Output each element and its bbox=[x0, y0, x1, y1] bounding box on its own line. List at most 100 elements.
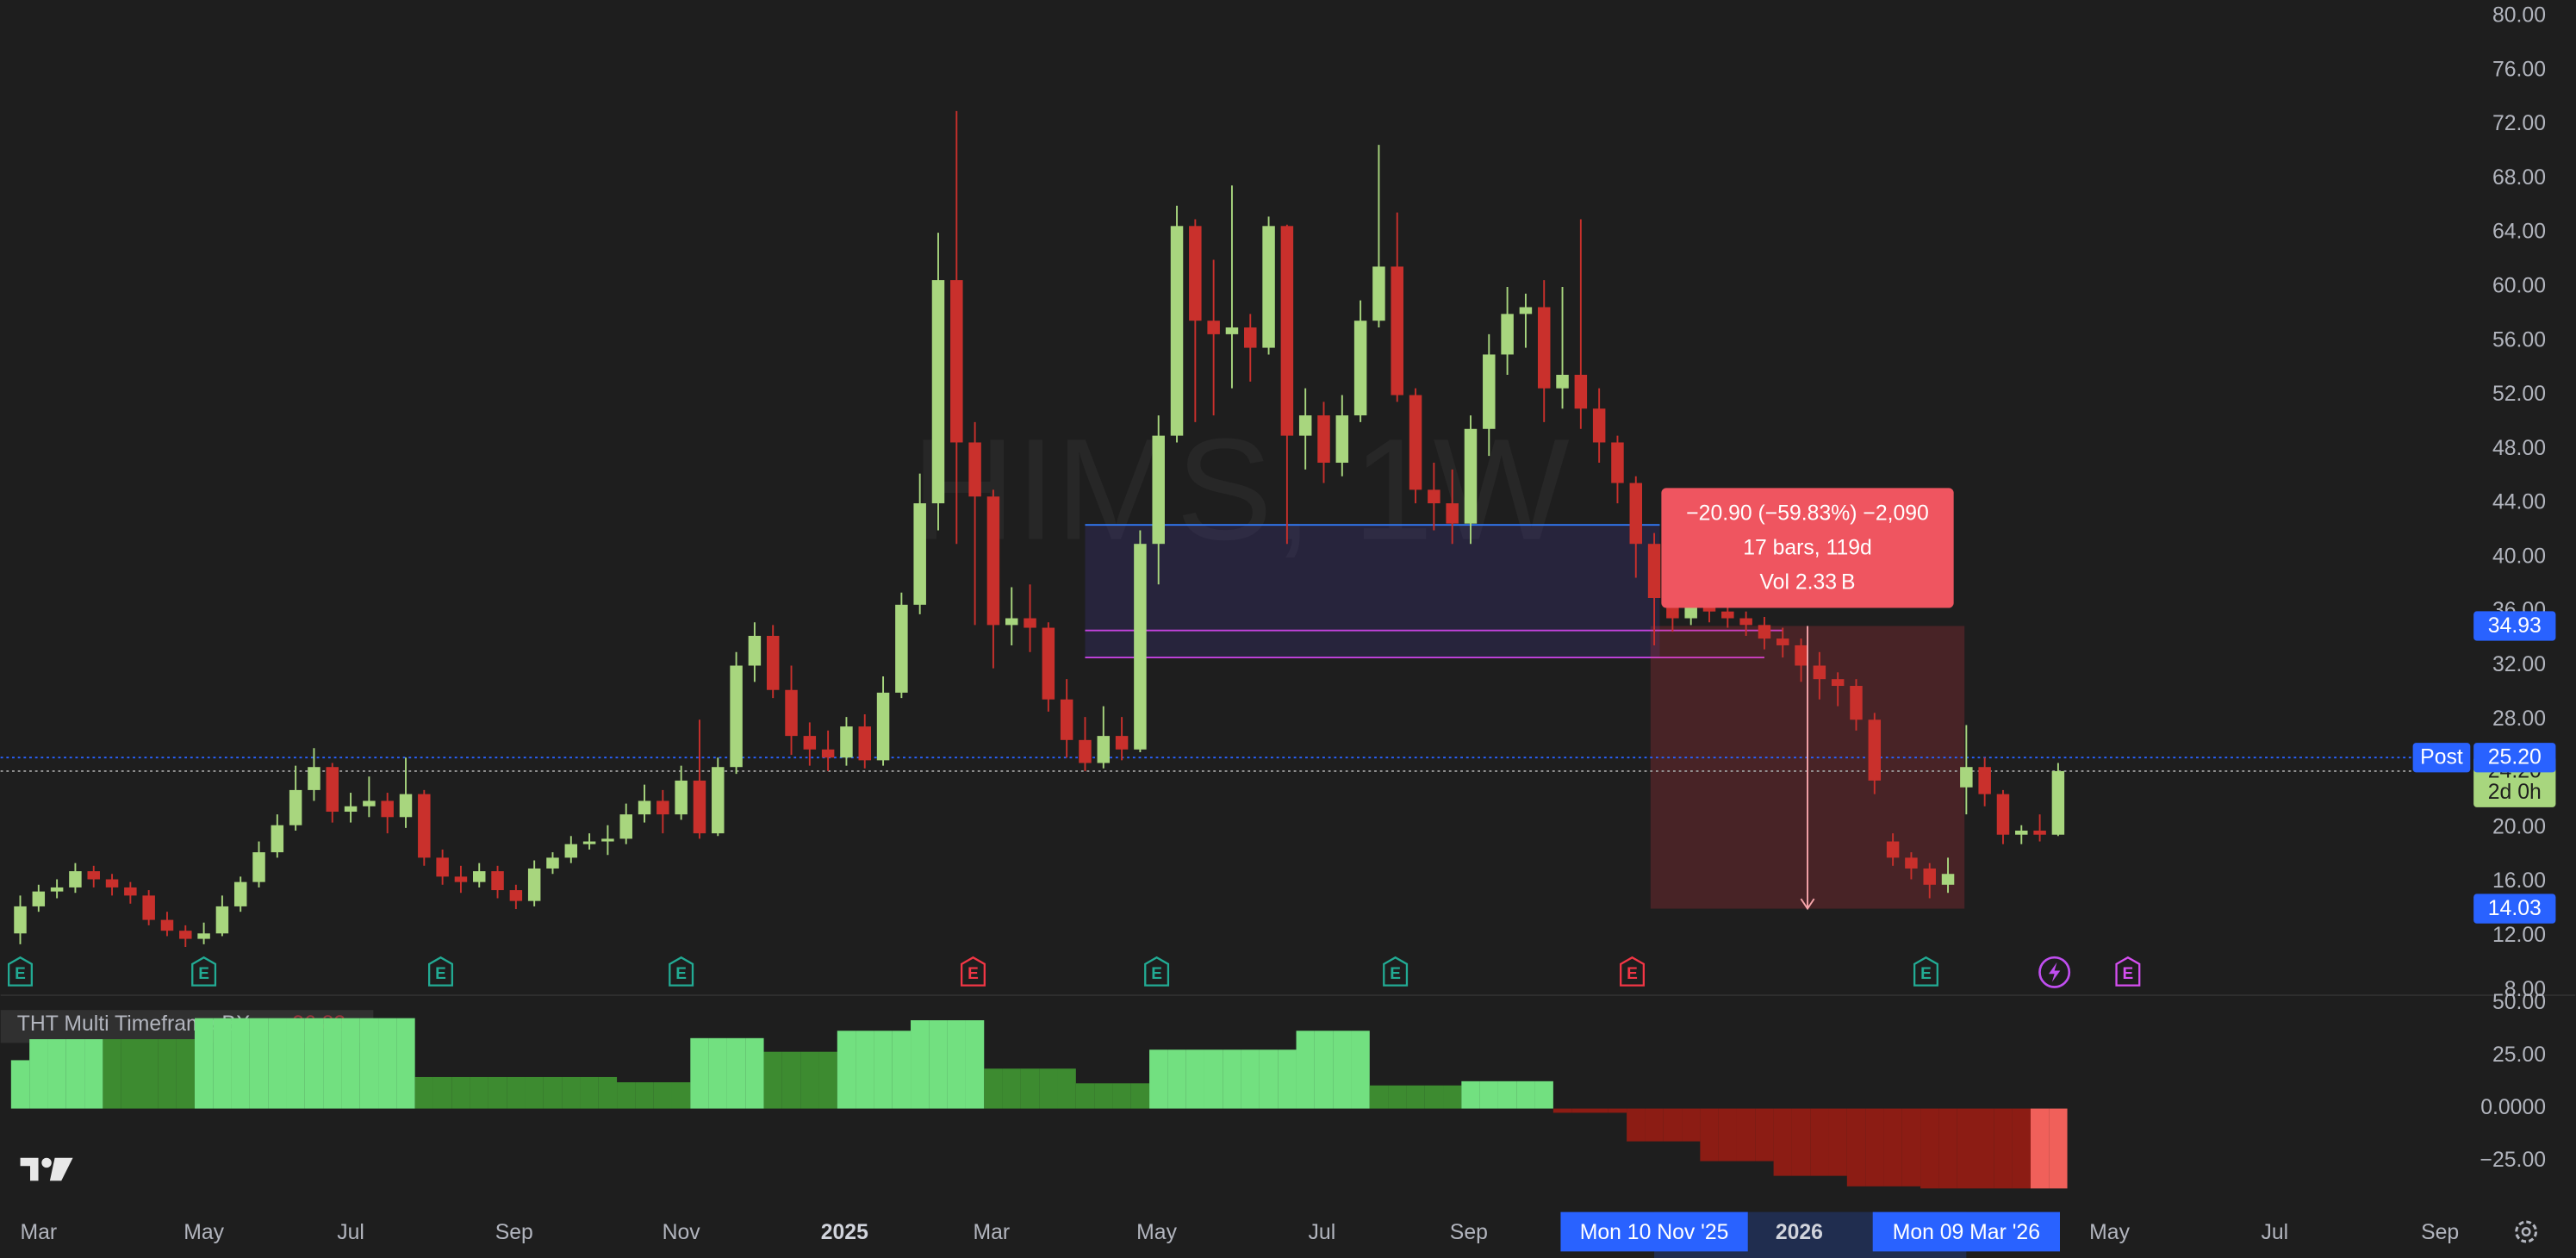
x-tick-label: May bbox=[1136, 1221, 1177, 1244]
candle-body bbox=[1519, 307, 1533, 314]
candle-body bbox=[1244, 327, 1257, 348]
candle-body bbox=[289, 789, 302, 825]
histogram-bar bbox=[231, 1018, 250, 1109]
drawn-rectangle bbox=[1085, 525, 1660, 658]
candle-body bbox=[509, 890, 523, 901]
measure-tooltip-text: Vol 2.33 B bbox=[1760, 570, 1856, 594]
gear-icon[interactable] bbox=[2515, 1220, 2538, 1243]
candle-body bbox=[1428, 489, 1440, 504]
histogram-bar bbox=[213, 1018, 232, 1109]
histogram-bar bbox=[1938, 1108, 1957, 1189]
histogram-bar bbox=[1002, 1068, 1021, 1109]
event-badge bbox=[1620, 956, 1646, 987]
y-tick-label: 28.00 bbox=[2492, 707, 2546, 731]
x-tick-label: Jul bbox=[2262, 1221, 2289, 1244]
measure-tooltip bbox=[1661, 488, 1954, 608]
histogram-bar bbox=[929, 1020, 948, 1109]
histogram-bar bbox=[414, 1076, 433, 1109]
y-tick-label: 40.00 bbox=[2492, 545, 2546, 568]
histogram-bar bbox=[1791, 1108, 1811, 1176]
histogram-bar bbox=[2049, 1108, 2068, 1189]
histogram-bar bbox=[2012, 1108, 2031, 1189]
candle-body bbox=[215, 906, 229, 934]
histogram-bar bbox=[1314, 1031, 1334, 1109]
histogram-bar bbox=[635, 1082, 654, 1109]
gear-icon-center[interactable] bbox=[2521, 1227, 2531, 1236]
candle-body bbox=[1225, 327, 1239, 334]
candle-body bbox=[1298, 415, 1312, 436]
candle-body bbox=[1556, 374, 1569, 389]
histogram-bar bbox=[763, 1051, 782, 1109]
histogram-bar bbox=[1094, 1083, 1113, 1109]
histogram-bar bbox=[10, 1060, 30, 1109]
histogram-bar bbox=[1976, 1108, 1994, 1189]
time-label-box bbox=[1872, 1211, 2060, 1252]
histogram-bar bbox=[1846, 1108, 1866, 1186]
y-tick-label: −25.00 bbox=[2480, 1149, 2546, 1172]
candle-body bbox=[32, 891, 46, 906]
histogram-bar bbox=[103, 1039, 121, 1109]
candle-body bbox=[2033, 830, 2046, 835]
histogram-bar bbox=[1241, 1049, 1260, 1109]
histogram-bar bbox=[1901, 1108, 1921, 1186]
candle-body bbox=[1097, 736, 1111, 763]
candle-body bbox=[712, 767, 725, 834]
histogram-bar bbox=[837, 1031, 856, 1109]
histogram-bar bbox=[1920, 1108, 1939, 1189]
candle-body bbox=[1464, 428, 1478, 524]
histogram-bar bbox=[1112, 1083, 1131, 1109]
settings-button[interactable] bbox=[2515, 1220, 2538, 1243]
candle-body bbox=[1353, 321, 1367, 416]
price-label-box bbox=[2473, 894, 2556, 924]
histogram-bar bbox=[892, 1031, 912, 1109]
candle-body bbox=[50, 887, 64, 892]
y-tick-label: 72.00 bbox=[2492, 112, 2546, 135]
candle-body bbox=[1721, 611, 1734, 619]
measure-arrow-head bbox=[1800, 898, 1815, 911]
histogram-bar bbox=[800, 1051, 819, 1109]
histogram-bar bbox=[1828, 1108, 1847, 1176]
y-tick-label: 68.00 bbox=[2492, 166, 2546, 190]
histogram-bar bbox=[1682, 1108, 1701, 1142]
histogram-bar bbox=[818, 1051, 837, 1109]
candle-body bbox=[803, 736, 817, 750]
candle-body bbox=[87, 871, 100, 880]
time-label: Mon 10 Nov '25 bbox=[1580, 1221, 1729, 1244]
histogram-bar bbox=[1278, 1049, 1297, 1109]
candle-body bbox=[105, 879, 119, 887]
event-badge bbox=[960, 956, 986, 987]
candle-body bbox=[1024, 618, 1036, 628]
histogram-bar bbox=[396, 1018, 415, 1109]
y-tick-label: 44.00 bbox=[2492, 491, 2546, 514]
histogram-bar bbox=[1039, 1068, 1058, 1109]
candle-body bbox=[638, 800, 651, 815]
candle-body bbox=[160, 919, 174, 931]
candle-body bbox=[1868, 719, 1882, 781]
histogram-bar bbox=[1167, 1049, 1186, 1109]
histogram-bar bbox=[268, 1018, 287, 1109]
logo-part bbox=[49, 1157, 73, 1181]
histogram-bar bbox=[1645, 1108, 1664, 1142]
price-label: 34.93 bbox=[2488, 614, 2542, 638]
candle-body bbox=[693, 780, 706, 834]
histogram-bar bbox=[1296, 1031, 1315, 1109]
histogram-bar bbox=[1883, 1108, 1902, 1186]
x-tick-label: Sep bbox=[495, 1221, 533, 1244]
histogram-bar bbox=[1185, 1049, 1204, 1109]
x-tick-label: 2025 bbox=[821, 1221, 868, 1244]
candle-body bbox=[124, 887, 137, 896]
y-tick-label: 52.00 bbox=[2492, 383, 2546, 406]
histogram-bar bbox=[1204, 1049, 1223, 1109]
event-label: E bbox=[435, 965, 446, 983]
candle-body bbox=[1280, 226, 1294, 436]
candle-body bbox=[2051, 770, 2065, 835]
event-label: E bbox=[1390, 965, 1401, 983]
histogram-bar bbox=[708, 1037, 727, 1109]
candle-body bbox=[730, 665, 743, 768]
x-tick-label: Sep bbox=[1450, 1221, 1488, 1244]
candle-body bbox=[1592, 408, 1606, 443]
candle-body bbox=[344, 806, 358, 813]
